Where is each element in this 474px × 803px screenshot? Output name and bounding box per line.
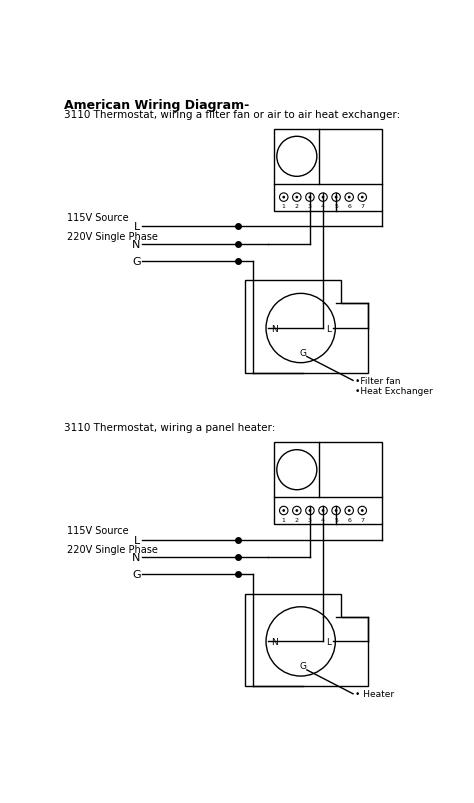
- Text: L: L: [134, 535, 140, 545]
- Text: L: L: [326, 324, 331, 333]
- Text: 3: 3: [308, 517, 312, 522]
- Circle shape: [335, 197, 337, 199]
- Bar: [274, 129, 383, 212]
- Text: G: G: [300, 348, 307, 357]
- Circle shape: [361, 509, 364, 512]
- Text: 220V Single Phase: 220V Single Phase: [66, 544, 157, 555]
- Text: 7: 7: [360, 204, 365, 209]
- Text: 6: 6: [347, 517, 351, 522]
- Text: G: G: [300, 661, 307, 670]
- Text: 220V Single Phase: 220V Single Phase: [66, 232, 157, 242]
- Circle shape: [322, 197, 324, 199]
- Text: 7: 7: [360, 517, 365, 522]
- Circle shape: [309, 509, 311, 512]
- Circle shape: [348, 197, 351, 199]
- Circle shape: [295, 197, 298, 199]
- Text: 115V Source: 115V Source: [66, 525, 128, 536]
- Text: N: N: [132, 552, 140, 563]
- Bar: [274, 442, 383, 524]
- Circle shape: [322, 509, 324, 512]
- Text: G: G: [132, 257, 140, 267]
- Text: N: N: [271, 637, 277, 646]
- Circle shape: [283, 509, 285, 512]
- Text: • Heater: • Heater: [355, 690, 394, 699]
- Text: 4: 4: [321, 204, 325, 209]
- Text: 1: 1: [282, 204, 286, 209]
- Text: 3110 Thermostat, wiring a panel heater:: 3110 Thermostat, wiring a panel heater:: [64, 422, 275, 433]
- Text: N: N: [271, 324, 277, 333]
- Text: G: G: [132, 569, 140, 580]
- Circle shape: [361, 197, 364, 199]
- Text: 3: 3: [308, 204, 312, 209]
- Text: American Wiring Diagram-: American Wiring Diagram-: [64, 99, 249, 112]
- Text: •Filter fan: •Filter fan: [355, 377, 400, 385]
- Text: 2: 2: [295, 204, 299, 209]
- Text: L: L: [134, 222, 140, 232]
- Text: 2: 2: [295, 517, 299, 522]
- Circle shape: [283, 197, 285, 199]
- Text: 6: 6: [347, 204, 351, 209]
- Text: •Heat Exchanger: •Heat Exchanger: [355, 386, 432, 395]
- Circle shape: [348, 509, 351, 512]
- Text: 3110 Thermostat, wiring a filter fan or air to air heat exchanger:: 3110 Thermostat, wiring a filter fan or …: [64, 109, 400, 120]
- Circle shape: [335, 509, 337, 512]
- Text: 4: 4: [321, 517, 325, 522]
- Text: N: N: [132, 240, 140, 250]
- Text: L: L: [326, 637, 331, 646]
- Text: 5: 5: [334, 517, 338, 522]
- Text: 1: 1: [282, 517, 286, 522]
- Text: 115V Source: 115V Source: [66, 213, 128, 222]
- Text: 5: 5: [334, 204, 338, 209]
- Circle shape: [295, 509, 298, 512]
- Circle shape: [309, 197, 311, 199]
